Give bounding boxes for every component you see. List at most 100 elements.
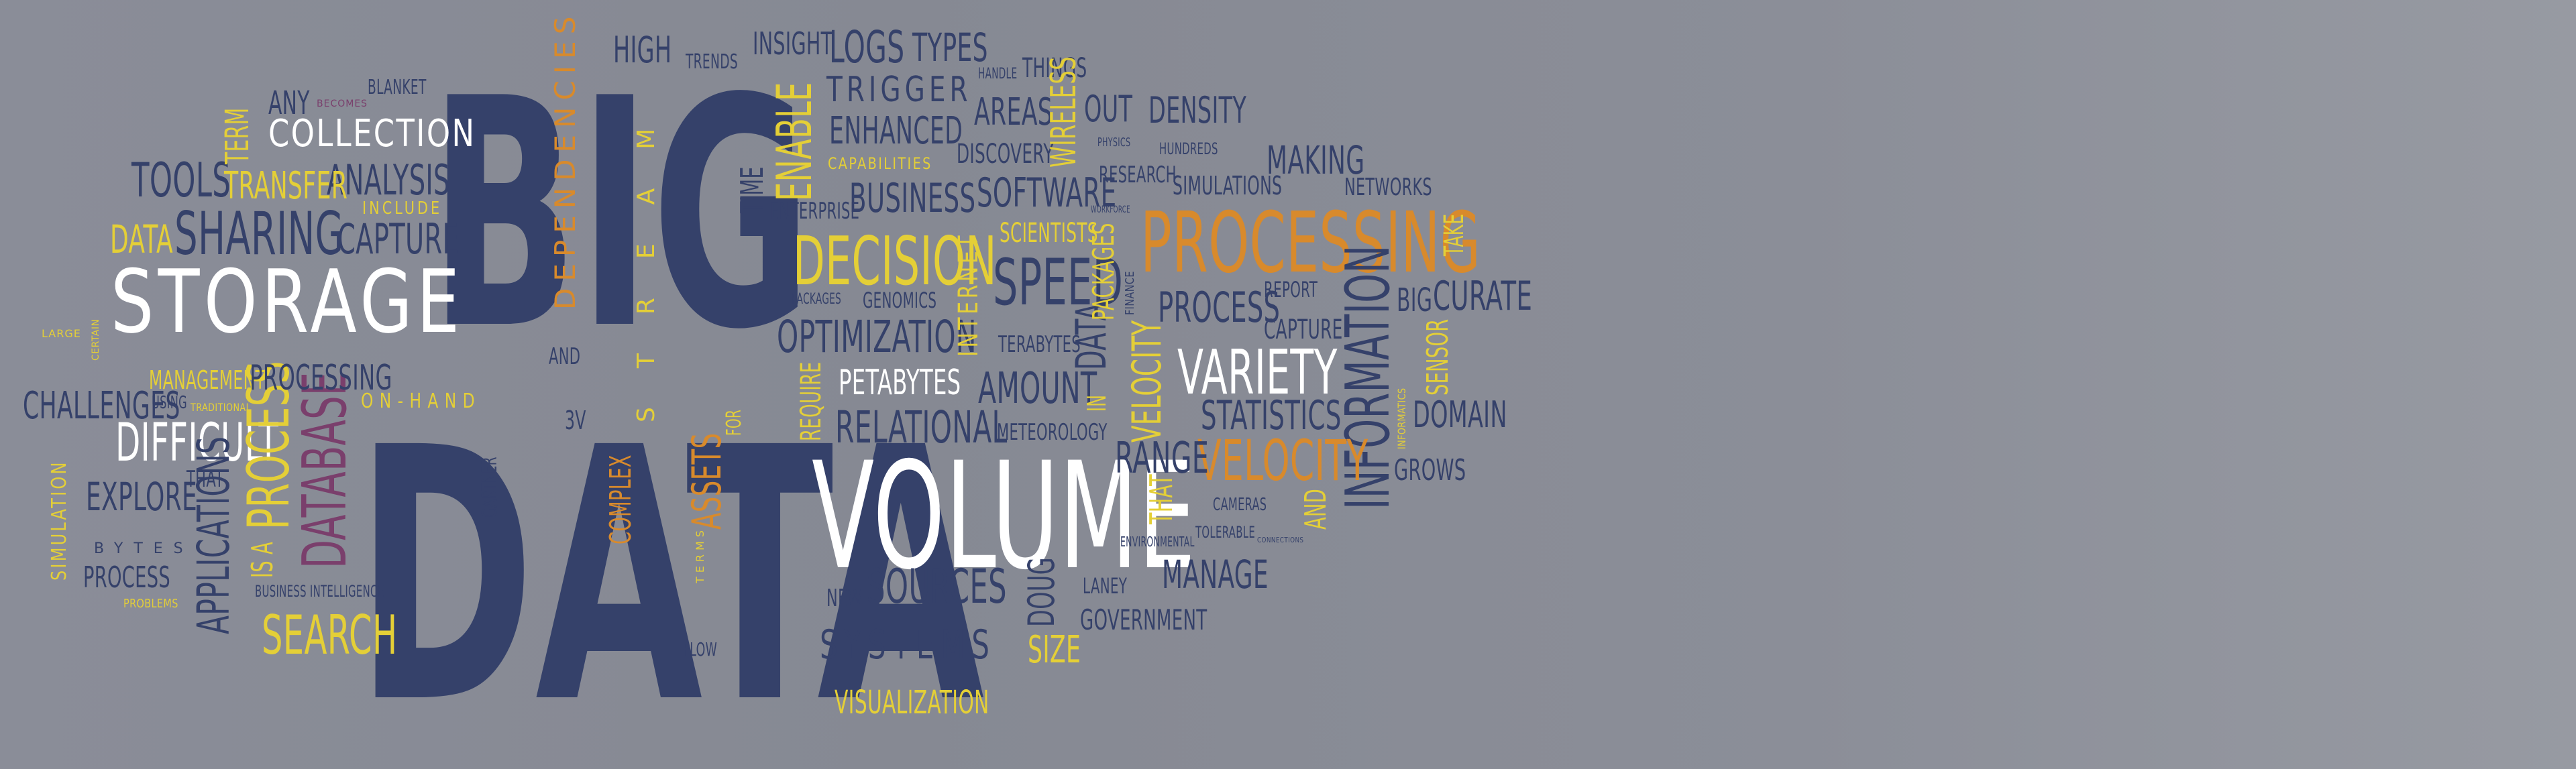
word-difficult: DIFFICULT xyxy=(115,413,279,473)
word-time: TIME xyxy=(734,166,770,213)
word-hundreds: HUNDREDS xyxy=(1159,139,1218,158)
word-big-small: BIG xyxy=(1397,282,1433,319)
word-velocity-orange: VELOCITY xyxy=(1197,428,1368,493)
word-physics: PHYSICS xyxy=(1097,135,1131,150)
word-simulations: SIMULATIONS xyxy=(1173,171,1283,200)
word-new: NEW xyxy=(826,585,863,612)
word-software: SOFTWARE xyxy=(977,170,1117,217)
word-term: TERM xyxy=(219,107,256,164)
word-trigger: TRIGGER xyxy=(826,70,972,110)
word-terabytes: TERABYTES xyxy=(998,331,1081,358)
word-handle: HANDLE xyxy=(978,66,1018,82)
word-sensor: SENSOR xyxy=(1421,318,1455,396)
word-things: THINGS xyxy=(1022,53,1087,84)
word-petabytes: PETABYTES xyxy=(839,363,961,403)
word-data: DATA xyxy=(356,373,985,769)
word-problems: PROBLEMS xyxy=(123,597,178,611)
word-genomics: GENOMICS xyxy=(863,288,937,313)
word-in: IN xyxy=(1082,394,1112,412)
word-process-right: PROCESS xyxy=(1158,283,1281,332)
word-tolerable: TOLERABLE xyxy=(1195,523,1256,542)
word-gartner: GARTNER xyxy=(478,457,502,518)
word-storage: STORAGE xyxy=(111,251,464,353)
word-connections: CONNECTIONS xyxy=(1257,536,1304,544)
word-simulation: SIMULATION xyxy=(48,460,71,581)
word-using: USING xyxy=(152,393,187,413)
word-flow: FLOW xyxy=(683,638,718,660)
word-report: REPORT xyxy=(1264,277,1318,302)
word-wireless: WIRELESS xyxy=(1044,56,1084,168)
word-size: SIZE xyxy=(1028,628,1081,672)
word-speed: SPEED xyxy=(993,246,1124,320)
word-bytes: BYTES xyxy=(94,540,194,557)
word-certain: CERTAIN xyxy=(91,318,101,361)
word-trends: TRENDS xyxy=(686,50,738,74)
word-analysis: ANALYSIS xyxy=(327,156,450,204)
word-dependencies: DEPENDENCIES xyxy=(549,9,582,310)
word-large: LARGE xyxy=(42,327,81,340)
word-process-navy: PROCESS xyxy=(83,560,170,595)
word-require: REQUIRE xyxy=(794,361,827,441)
word-explore: EXPLORE xyxy=(86,474,197,520)
word-internet: INTERNET xyxy=(953,232,984,357)
word-database: DATABASE xyxy=(290,371,360,569)
word-types: TYPES xyxy=(912,25,988,70)
word-variety: VARIETY xyxy=(1177,337,1338,408)
word-density: DENSITY xyxy=(1148,89,1247,131)
word-that-yellow: THAT xyxy=(1143,474,1179,524)
word-data-yellow: DATA xyxy=(110,217,173,262)
word-for: FOR xyxy=(722,409,746,436)
word-domain: DOMAIN xyxy=(1413,394,1507,436)
word-finance: FINANCE xyxy=(1123,271,1137,315)
word-on-hand: ON-HAND xyxy=(361,390,482,413)
word-is-a: IS A xyxy=(246,542,280,578)
word-processing-navy: PROCESSING xyxy=(250,358,392,398)
word-include: INCLUDE xyxy=(362,198,443,219)
word-government: GOVERNMENT xyxy=(1080,603,1208,636)
word-meteorology: METEOROLOGY xyxy=(997,419,1108,446)
word-discovery: DISCOVERY xyxy=(957,139,1054,170)
word-tools: TOOLS xyxy=(131,153,231,208)
word-management: MANAGEMENT xyxy=(149,365,266,395)
word-environmental: ENVIRONMENTAL xyxy=(1120,534,1195,550)
word-workforce: WORKFORCE xyxy=(1091,204,1130,215)
word-sources: SOURCES xyxy=(867,559,1007,614)
word-packages-yellow: PACKAGES xyxy=(1087,223,1121,320)
word-scientists: SCIENTISTS xyxy=(1000,218,1098,249)
word-manage: MANAGE xyxy=(1162,552,1269,597)
word-laney: LANEY xyxy=(1083,573,1128,599)
word-collection: COLLECTION xyxy=(268,112,476,156)
word-applications: APPLICATIONS xyxy=(188,436,239,634)
word-visualization: VISUALIZATION xyxy=(835,684,989,721)
word-doug: DOUG xyxy=(1020,557,1063,627)
word-and-yellow: AND xyxy=(1299,488,1333,530)
word-take: TAKE xyxy=(1439,213,1470,256)
word-and: AND xyxy=(549,343,581,370)
word-amount: AMOUNT xyxy=(978,364,1097,414)
word-insight: INSIGHT xyxy=(753,25,833,62)
word-logs: LOGS xyxy=(829,21,905,73)
word-systems: SYSTEMS xyxy=(820,622,996,668)
word-traditional: TRADITIONAL xyxy=(191,401,252,414)
word-making: MAKING xyxy=(1267,137,1365,183)
word-high: HIGH xyxy=(613,29,672,71)
word-networks: NETWORKS xyxy=(1344,174,1432,201)
word-capabilities: CAPABILITIES xyxy=(828,154,932,173)
word-sharing: SHARING xyxy=(174,199,344,268)
word-that: THAT xyxy=(186,466,224,493)
word-complex: COMPLEX xyxy=(604,455,638,544)
word-research: RESEARCH xyxy=(1099,162,1177,188)
word-volume: VOLUME xyxy=(812,430,1197,602)
word-areas: AREAS xyxy=(974,91,1053,134)
word-enable: ENABLE xyxy=(766,82,822,201)
word-big: BIG xyxy=(429,32,812,398)
word-challenges: CHALLENGES xyxy=(23,384,180,428)
word-stream: STREAM xyxy=(633,89,660,422)
word-terms: TERMS xyxy=(694,526,706,583)
word-packages: PACKAGES xyxy=(792,291,842,308)
word-optimization: OPTIMIZATION xyxy=(777,311,977,363)
word-business: BUSINESS xyxy=(849,175,976,222)
word-velocity-yellow: VELOCITY xyxy=(1124,320,1171,442)
word-search: SEARCH xyxy=(262,604,398,666)
